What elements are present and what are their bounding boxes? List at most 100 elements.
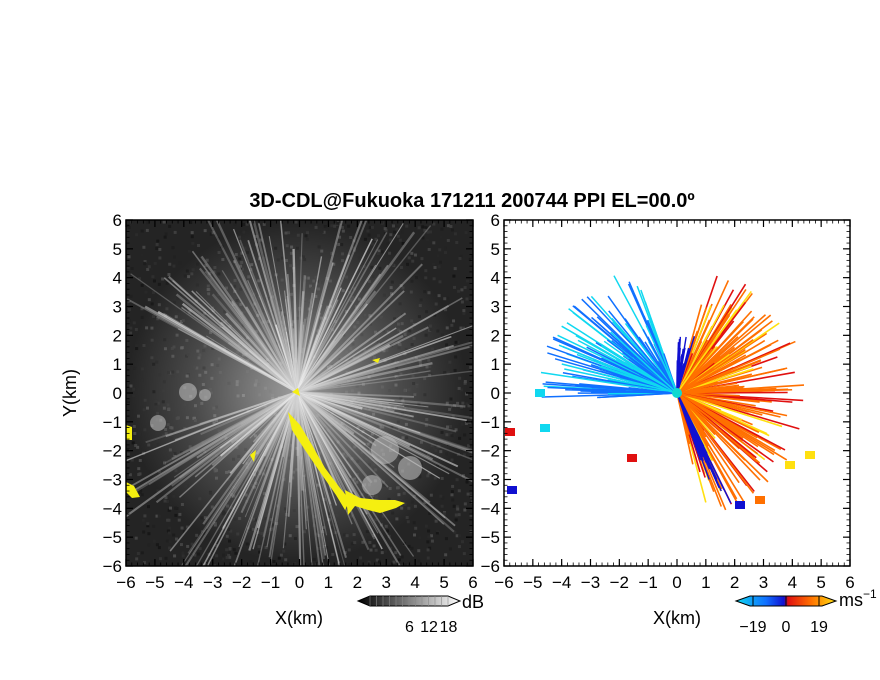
noise-pixel [394,225,398,229]
cloud-blob [199,389,211,401]
noise-pixel [436,254,440,258]
noise-pixel [146,522,150,526]
noise-pixel [164,232,168,236]
noise-pixel [225,555,229,559]
noise-pixel [182,530,186,534]
noise-pixel [389,233,393,237]
noise-pixel [457,489,461,493]
noise-pixel [446,296,450,300]
noise-pixel [142,561,146,565]
noise-pixel [430,539,434,543]
y-tick-label: 3 [491,298,500,317]
noise-pixel [421,236,425,240]
noise-pixel [158,247,162,251]
noise-pixel [146,267,150,271]
noise-pixel [454,518,458,522]
noise-pixel [467,444,471,448]
noise-pixel [185,525,189,529]
noise-pixel [348,563,352,566]
noise-pixel [420,257,424,261]
noise-pixel [190,542,194,546]
noise-pixel [461,474,465,478]
noise-pixel [462,552,466,556]
noise-pixel [249,560,253,564]
intensity-colorbar: 6 12 18 dB [356,592,484,636]
intensity-cloud-features [150,383,422,495]
noise-pixel [153,261,157,265]
velocity-echo-patch [805,451,815,459]
noise-pixel [126,265,130,269]
noise-pixel [137,473,141,477]
noise-pixel [467,404,471,408]
noise-pixel [446,224,450,228]
noise-pixel [216,236,220,240]
noise-pixel [190,231,194,235]
noise-pixel [192,547,196,551]
noise-pixel [136,551,140,555]
noise-pixel [401,242,405,246]
noise-pixel [469,513,473,517]
noise-pixel [191,241,195,245]
noise-pixel [225,548,229,552]
noise-pixel [450,490,454,494]
noise-pixel [457,445,461,449]
noise-pixel [216,225,220,229]
noise-pixel [219,557,223,561]
noise-pixel [462,311,466,315]
velocity-ray [598,392,678,399]
noise-pixel [392,560,396,564]
noise-pixel [146,221,150,225]
noise-pixel [461,326,465,330]
noise-pixel [451,498,455,502]
noise-pixel [127,255,131,259]
y-tick-label: −5 [103,528,122,547]
x-tick-label: −6 [494,573,513,592]
noise-pixel [448,547,452,551]
x-tick-label: 5 [439,573,448,592]
noise-pixel [127,225,131,229]
noise-pixel [166,529,170,533]
x-tick-label: 5 [816,573,825,592]
x-tick-label: −2 [232,573,251,592]
noise-pixel [142,245,146,249]
velocity-ray [676,392,694,465]
noise-pixel [150,267,154,271]
velocity-ray [676,339,754,394]
noise-pixel [242,223,246,227]
colorbar-tick-label: 19 [810,619,828,636]
velocity-ray [676,384,740,394]
noise-pixel [413,253,417,257]
noise-pixel [456,507,460,511]
noise-pixel [398,238,402,242]
velocity-ray [676,392,702,458]
velocity-ray [676,392,776,452]
velocity-center-marker [672,388,682,398]
noise-pixel [407,256,411,260]
y-tick-label: 4 [113,269,122,288]
noise-pixel [359,556,363,560]
velocity-colorbar-unit: ms−1 [839,587,877,610]
y-tick-label: −4 [481,499,500,518]
noise-pixel [140,229,144,233]
y-tick-label: 0 [491,384,500,403]
noise-pixel [464,422,468,426]
noise-pixel [143,259,147,263]
noise-pixel [132,321,136,325]
y-tick-label: 1 [113,355,122,374]
noise-pixel [451,484,455,488]
noise-pixel [406,520,410,524]
noise-pixel [453,530,457,534]
noise-pixel [452,504,456,508]
velocity-echo-patch [505,428,515,436]
noise-pixel [392,230,396,234]
noise-pixel [336,221,340,225]
noise-pixel [410,546,414,550]
noise-pixel [401,230,405,234]
noise-pixel [173,230,177,234]
colorbar-tick-label: −19 [739,619,766,636]
velocity-ray [644,341,678,394]
noise-pixel [161,277,165,281]
noise-pixel [138,490,142,494]
noise-pixel [131,441,135,445]
